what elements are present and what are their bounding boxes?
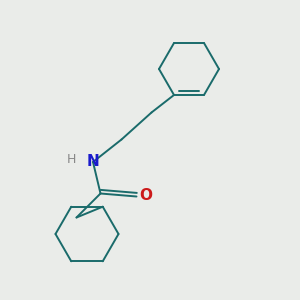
Text: H: H <box>67 153 76 166</box>
Text: N: N <box>87 154 99 169</box>
Text: O: O <box>139 188 152 203</box>
